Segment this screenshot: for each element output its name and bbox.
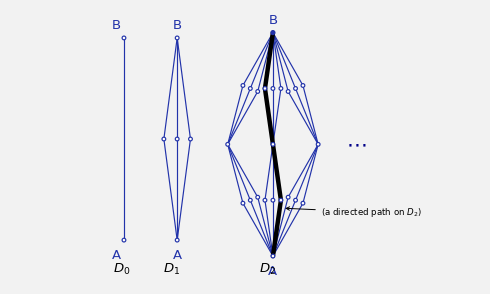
Circle shape [271, 198, 275, 202]
Circle shape [162, 137, 166, 141]
Text: $D_2$: $D_2$ [259, 262, 276, 278]
Text: B: B [112, 19, 121, 32]
Circle shape [122, 36, 126, 40]
Circle shape [301, 83, 305, 87]
Circle shape [263, 87, 267, 90]
Circle shape [271, 143, 275, 146]
Circle shape [175, 137, 179, 141]
Circle shape [279, 87, 283, 90]
Text: $D_0$: $D_0$ [113, 262, 130, 278]
Text: $\cdots$: $\cdots$ [346, 134, 367, 154]
Text: A: A [112, 249, 121, 262]
Text: (a directed path on $D_2$): (a directed path on $D_2$) [286, 206, 422, 219]
Text: A: A [269, 265, 277, 278]
Circle shape [175, 36, 179, 40]
Circle shape [271, 254, 275, 258]
Circle shape [279, 198, 283, 202]
Circle shape [248, 87, 252, 90]
Circle shape [263, 198, 267, 202]
Circle shape [241, 83, 245, 87]
Circle shape [271, 31, 275, 34]
Circle shape [122, 238, 126, 242]
Circle shape [256, 90, 260, 93]
Circle shape [301, 201, 305, 205]
Circle shape [256, 195, 260, 199]
Circle shape [286, 90, 290, 93]
Text: $D_1$: $D_1$ [163, 262, 180, 278]
Circle shape [286, 195, 290, 199]
Circle shape [294, 87, 297, 90]
Circle shape [175, 238, 179, 242]
Circle shape [226, 143, 230, 146]
Text: A: A [172, 249, 182, 262]
Circle shape [316, 143, 320, 146]
Circle shape [271, 87, 275, 90]
Circle shape [294, 198, 297, 202]
Circle shape [241, 201, 245, 205]
Circle shape [189, 137, 193, 141]
Text: B: B [172, 19, 182, 32]
Circle shape [248, 198, 252, 202]
Text: B: B [269, 14, 277, 27]
